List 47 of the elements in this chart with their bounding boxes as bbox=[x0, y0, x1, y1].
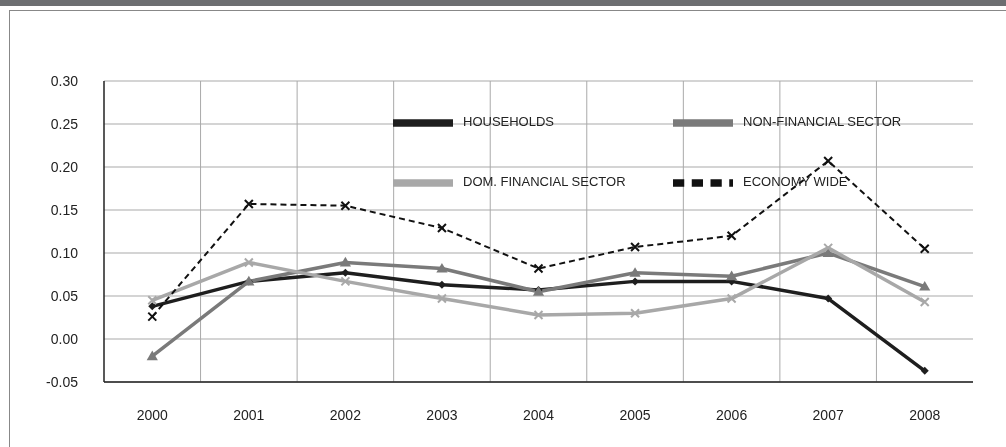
point bbox=[436, 223, 447, 234]
legend-label: ECONOMY WIDE bbox=[742, 173, 849, 192]
point bbox=[726, 270, 738, 281]
point bbox=[919, 297, 930, 308]
point bbox=[436, 293, 447, 304]
point bbox=[919, 243, 930, 254]
y-tick-label: 0.20 bbox=[50, 158, 79, 175]
legend-label: NON-FINANCIAL SECTOR bbox=[742, 113, 903, 132]
point bbox=[533, 309, 544, 320]
point bbox=[629, 267, 641, 277]
point bbox=[147, 311, 158, 322]
point bbox=[148, 302, 157, 311]
x-tick-label: 2000 bbox=[136, 406, 169, 423]
point bbox=[823, 242, 834, 253]
point bbox=[147, 295, 158, 306]
point bbox=[920, 366, 929, 375]
x-tick-label: 2002 bbox=[329, 406, 362, 423]
point bbox=[243, 198, 254, 209]
point bbox=[823, 155, 834, 166]
y-tick-label: -0.05 bbox=[46, 373, 79, 390]
point bbox=[243, 257, 254, 268]
point bbox=[726, 230, 737, 241]
point bbox=[146, 350, 158, 361]
x-tick-label: 2007 bbox=[812, 406, 844, 423]
x-tick-label: 2008 bbox=[909, 406, 941, 423]
legend-label: DOM. FINANCIAL SECTOR bbox=[462, 173, 627, 192]
x-tick-label: 2004 bbox=[522, 406, 555, 423]
point bbox=[824, 294, 833, 303]
legend-label: HOUSEHOLDS bbox=[462, 113, 556, 132]
x-tick-label: 2001 bbox=[233, 406, 265, 423]
point bbox=[630, 308, 641, 319]
x-tick-label: 2003 bbox=[426, 406, 458, 423]
y-tick-label: 0.05 bbox=[50, 287, 79, 304]
y-tick-label: 0.10 bbox=[50, 244, 79, 261]
y-tick-label: 0.15 bbox=[50, 201, 79, 218]
point bbox=[726, 293, 737, 304]
y-tick-label: 0.30 bbox=[50, 72, 79, 89]
point bbox=[630, 241, 641, 252]
point bbox=[341, 268, 350, 277]
point bbox=[340, 200, 351, 211]
x-tick-label: 2006 bbox=[716, 406, 748, 423]
point bbox=[533, 263, 544, 274]
y-tick-label: 0.00 bbox=[50, 330, 79, 347]
x-tick-label: 2005 bbox=[619, 406, 651, 423]
point bbox=[919, 280, 931, 291]
y-tick-label: 0.25 bbox=[50, 115, 79, 132]
point bbox=[340, 276, 351, 287]
